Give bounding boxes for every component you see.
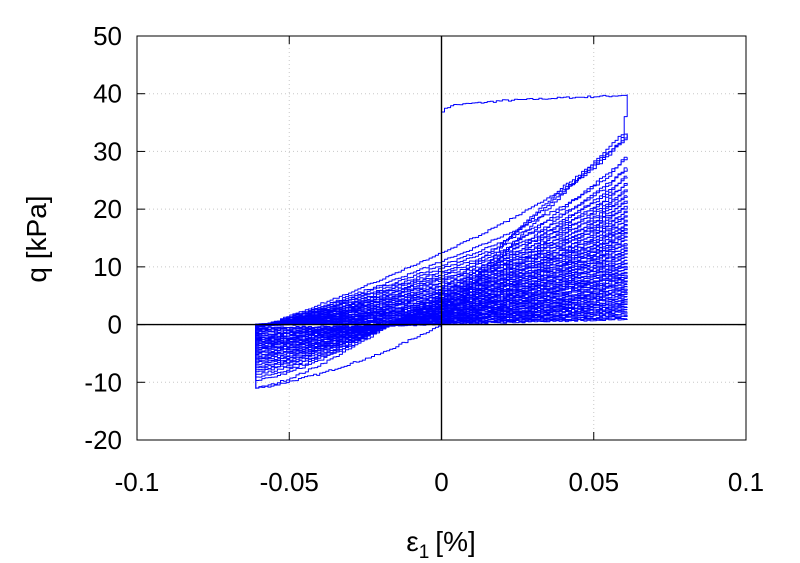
y-axis-ticks: -20 -10 0 10 20 30 40 50 (84, 21, 746, 455)
loop-series-line (255, 232, 628, 356)
y-tick-label: 50 (93, 21, 122, 51)
x-axis-title-subscript: 1 (419, 542, 430, 563)
x-tick-label: -0.05 (260, 467, 319, 497)
x-tick-label: 0.1 (728, 467, 764, 497)
y-tick-label: -20 (84, 425, 122, 455)
y-tick-label: 30 (93, 136, 122, 166)
y-axis-title: q [kPa] (21, 195, 52, 282)
x-axis-ticks: -0.1 -0.05 0 0.05 0.1 (115, 36, 764, 497)
y-tick-label: 20 (93, 194, 122, 224)
y-tick-label: 10 (93, 252, 122, 282)
y-tick-label: 0 (108, 310, 122, 340)
x-tick-label: 0.05 (568, 467, 619, 497)
loop-series-line (255, 175, 628, 374)
zero-axis-lines (137, 36, 746, 440)
x-axis-title-symbol: ε (406, 526, 418, 557)
x-tick-label: -0.1 (115, 467, 160, 497)
y-tick-label: -10 (84, 367, 122, 397)
x-axis-title: ε1 [%] (406, 526, 476, 563)
x-axis-title-unit: [%] (435, 526, 475, 557)
y-tick-label: 40 (93, 79, 122, 109)
x-tick-label: 0 (434, 467, 448, 497)
loop-series-line (255, 318, 628, 327)
